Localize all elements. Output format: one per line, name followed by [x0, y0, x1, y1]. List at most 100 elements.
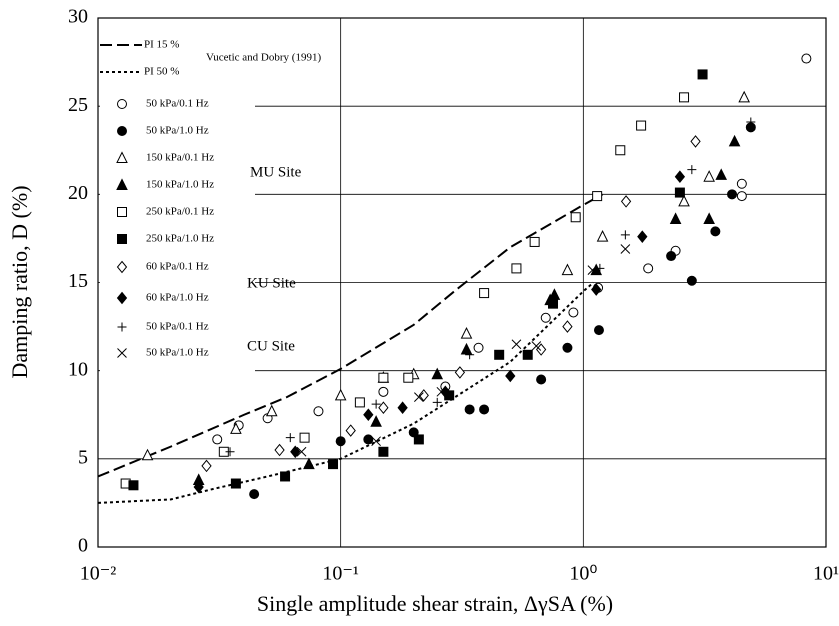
y-tick-label: 30 [68, 6, 88, 28]
data-point [728, 134, 741, 147]
legend-label: 50 kPa/0.1 Hz [146, 321, 209, 333]
annotation: CU Site [247, 338, 295, 354]
legend-label: 50 kPa/1.0 Hz [146, 125, 209, 137]
legend-marker [116, 260, 128, 274]
data-point [620, 230, 630, 240]
data-point [230, 422, 242, 434]
data-point [378, 372, 389, 383]
data-point [397, 401, 408, 414]
legend-label: 250 kPa/1.0 Hz [146, 233, 214, 245]
legend-label: 250 kPa/0.1 Hz [146, 206, 214, 218]
legend-marker [117, 126, 127, 136]
legend-label: 150 kPa/1.0 Hz [146, 179, 214, 191]
data-point [678, 194, 690, 207]
data-point [465, 350, 475, 360]
data-point [540, 312, 551, 323]
data-point [370, 415, 382, 427]
legend-marker [117, 322, 127, 332]
plot-frame [97, 17, 827, 548]
data-point [801, 53, 812, 64]
data-point [265, 404, 278, 417]
data-point [296, 446, 307, 457]
legend-label: 60 kPa/1.0 Hz [146, 292, 209, 304]
data-point [354, 397, 365, 408]
data-point [299, 432, 310, 443]
legend-marker [117, 234, 127, 244]
data-point [378, 446, 389, 457]
data-point [249, 489, 260, 500]
data-point [418, 389, 429, 402]
data-point [505, 369, 516, 383]
data-point [615, 145, 626, 156]
reference-line [97, 281, 595, 504]
data-point [511, 339, 522, 350]
data-point [334, 388, 347, 401]
legend-marker [117, 99, 127, 109]
data-point [561, 263, 574, 276]
data-point [313, 406, 324, 417]
y-tick-label: 20 [68, 182, 88, 204]
data-point [436, 386, 447, 397]
y-tick-label: 10 [68, 358, 88, 380]
data-point [345, 424, 356, 437]
data-point [335, 436, 346, 447]
data-point [141, 448, 154, 461]
data-point [736, 178, 747, 189]
data-point [363, 408, 374, 422]
data-point [460, 327, 473, 339]
data-point [414, 392, 424, 402]
data-point [225, 447, 235, 457]
legend-marker [116, 151, 128, 163]
y-tick-label: 0 [78, 535, 88, 557]
data-point [494, 349, 505, 360]
data-point [128, 480, 139, 491]
y-tick-label: 5 [78, 446, 88, 468]
data-point [531, 341, 542, 351]
data-point [431, 367, 444, 380]
data-point [690, 135, 701, 148]
data-point [591, 283, 602, 296]
data-point [710, 226, 721, 237]
data-point [703, 170, 715, 182]
data-point [290, 445, 301, 459]
data-point [403, 372, 414, 383]
data-point [562, 342, 573, 353]
legend-box [100, 28, 255, 378]
data-point [371, 436, 381, 447]
data-point [479, 404, 490, 415]
y-tick-label: 15 [68, 270, 88, 292]
data-point [687, 165, 697, 175]
x-tick-label: 10⁻¹ [322, 563, 359, 585]
annotation: MU Site [250, 164, 302, 180]
data-point [568, 307, 579, 318]
data-point [562, 320, 573, 333]
data-point [592, 191, 603, 202]
data-point [620, 195, 632, 208]
data-point [464, 404, 475, 415]
data-point [363, 434, 374, 445]
data-point [620, 244, 631, 254]
data-point [643, 263, 654, 274]
data-point [674, 187, 685, 198]
data-point [303, 457, 315, 470]
data-point [511, 263, 522, 274]
x-tick-label: 10⁰ [569, 563, 597, 585]
data-point [536, 374, 547, 385]
data-point [212, 434, 223, 445]
data-point [715, 168, 728, 180]
legend-label: 50 kPa/1.0 Hz [146, 347, 209, 359]
reference-line [97, 193, 604, 478]
data-point [736, 191, 747, 202]
data-point [522, 349, 533, 360]
data-point [193, 480, 204, 494]
data-point [473, 342, 484, 353]
data-point [440, 385, 451, 399]
x-tick-label: 10¹ [813, 563, 839, 585]
data-point [703, 212, 715, 225]
x-tick-label: 10⁻² [80, 563, 117, 585]
legend-label: PI 50 % [144, 66, 179, 78]
data-point [285, 433, 295, 443]
data-point [738, 90, 750, 103]
data-point [454, 366, 466, 379]
